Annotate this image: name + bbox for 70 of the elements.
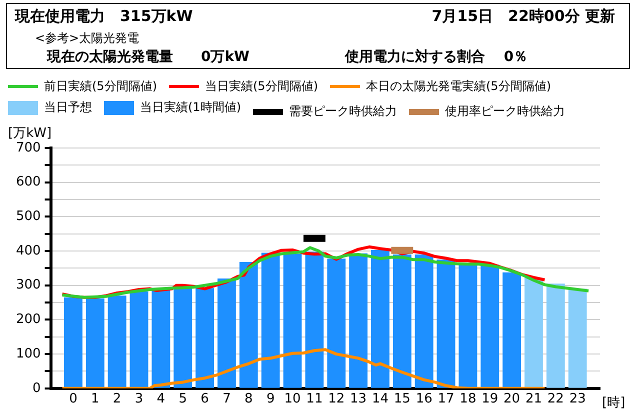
x-tick-label: 7	[222, 392, 231, 407]
bar	[108, 296, 126, 388]
legend-label: 前日実績(5分間隔値)	[44, 78, 157, 95]
bar	[218, 278, 236, 388]
x-tick-label: 18	[460, 392, 476, 407]
x-tick-label: 4	[156, 392, 166, 407]
x-tick-label: 12	[328, 392, 345, 407]
bar	[86, 298, 104, 388]
legend-label: 当日予想	[44, 99, 92, 116]
bar	[174, 287, 192, 388]
legend-label: 使用率ピーク時供給力	[445, 103, 565, 120]
x-tick-label: 6	[200, 392, 209, 407]
x-tick-label: 13	[350, 392, 367, 407]
legend-label: 本日の太陽光発電実績(5分間隔値)	[366, 78, 551, 95]
legend-label: 当日実績(1時間値)	[140, 99, 241, 116]
text: 現在の太陽光発電量 0万kW	[47, 48, 250, 66]
x-tick-label: 2	[112, 392, 122, 407]
y-tick-label: 200	[16, 312, 41, 328]
x-tick-label: 5	[178, 392, 188, 407]
bar	[349, 253, 368, 388]
x-tick-label: 8	[244, 392, 253, 407]
text: 7月15日 22時00分 更新	[432, 7, 615, 26]
x-tick-label: 23	[569, 392, 586, 407]
bar	[414, 254, 434, 388]
bar	[261, 252, 280, 388]
bar	[458, 264, 478, 388]
bar	[64, 297, 82, 388]
x-tick-label: 11	[306, 392, 323, 407]
bar	[480, 264, 500, 388]
x-tick-label: 10	[284, 392, 301, 407]
x-tick-label: 20	[504, 392, 520, 407]
x-tick-label: 14	[372, 392, 389, 407]
y-tick-label: 500	[16, 209, 41, 224]
x-tick-label: 21	[525, 392, 542, 407]
bar	[371, 250, 390, 388]
legend-label: 当日実績(5分間隔値)	[205, 78, 318, 95]
y-tick-label: 700	[16, 140, 41, 156]
bar	[152, 290, 170, 388]
bar	[524, 278, 543, 388]
x-tick-label: 17	[438, 392, 454, 407]
text: <参考>太陽光発電	[35, 30, 140, 47]
x-tick-label: 19	[482, 392, 498, 407]
legend-label: 需要ピーク時供給力	[289, 103, 397, 120]
text: 使用電力に対する割合 0％	[345, 48, 528, 66]
bar	[305, 252, 324, 388]
x-tick-label: 1	[91, 392, 100, 407]
bar	[239, 262, 258, 388]
y-axis-title: [万kW]	[8, 126, 52, 141]
bar	[327, 258, 346, 388]
x-tick-label: 3	[134, 392, 144, 407]
bar	[196, 288, 214, 388]
bar	[568, 288, 587, 388]
y-tick-label: 300	[16, 278, 41, 293]
bar	[546, 284, 565, 388]
x-tick-label: 15	[394, 392, 410, 407]
bar	[130, 292, 148, 388]
chart-title: 現在使用電力 315万kW	[15, 7, 193, 26]
x-tick-label: 0	[69, 392, 78, 407]
x-tick-label: 16	[416, 392, 432, 407]
x-tick-label: 22	[547, 392, 564, 407]
bar	[392, 254, 412, 388]
bar	[436, 260, 456, 388]
bar	[283, 254, 302, 388]
x-tick-label: 9	[266, 392, 275, 407]
x-axis-title: [時]	[602, 395, 626, 410]
y-tick-label: 600	[16, 174, 41, 190]
y-tick-label: 100	[16, 346, 41, 362]
y-tick-label: 0	[32, 380, 41, 396]
bar	[502, 272, 522, 388]
y-tick-label: 400	[16, 243, 41, 258]
